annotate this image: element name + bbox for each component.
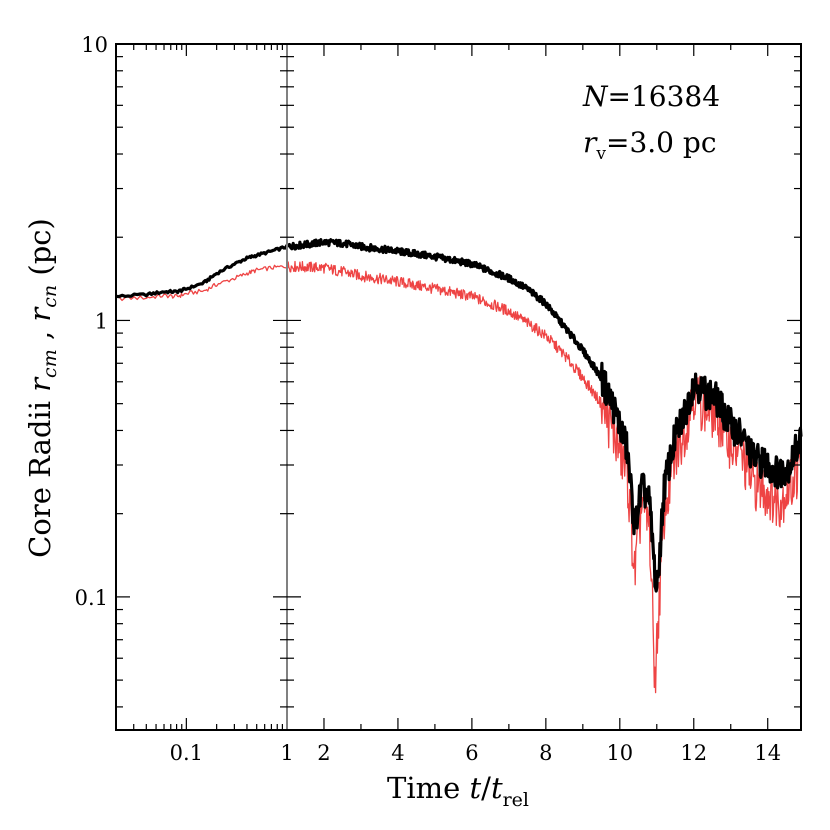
x-tick-label: 8 xyxy=(539,741,552,765)
x-tick-label: 6 xyxy=(465,741,478,765)
y-tick-label: 10 xyxy=(81,33,108,57)
x-axis-label: Time t/trel xyxy=(387,771,529,811)
plot-frame xyxy=(115,43,802,731)
y-axis-label: Core Radii rcm , rcn (pc) xyxy=(23,218,61,558)
y-axis-label-group: Core Radii rcm , rcn (pc) xyxy=(23,218,61,558)
y-tick-label: 0.1 xyxy=(75,586,108,610)
x-tick-label: 10 xyxy=(606,741,633,765)
x-tick-label: 4 xyxy=(391,741,404,765)
series-line-r-cm xyxy=(115,238,803,593)
data-layer xyxy=(115,238,803,694)
x-tick-label: 14 xyxy=(754,741,781,765)
series-line-r-cn xyxy=(116,260,802,694)
annotation-rv: rv=3.0 pc xyxy=(583,126,717,164)
x-tick-label: 2 xyxy=(317,741,330,765)
x-tick-label: 12 xyxy=(680,741,707,765)
x-tick-label: 1 xyxy=(280,741,293,765)
y-tick-label: 1 xyxy=(95,309,108,333)
x-tick-label: 0.1 xyxy=(170,741,203,765)
annotation-n: N=16384 xyxy=(582,80,720,113)
